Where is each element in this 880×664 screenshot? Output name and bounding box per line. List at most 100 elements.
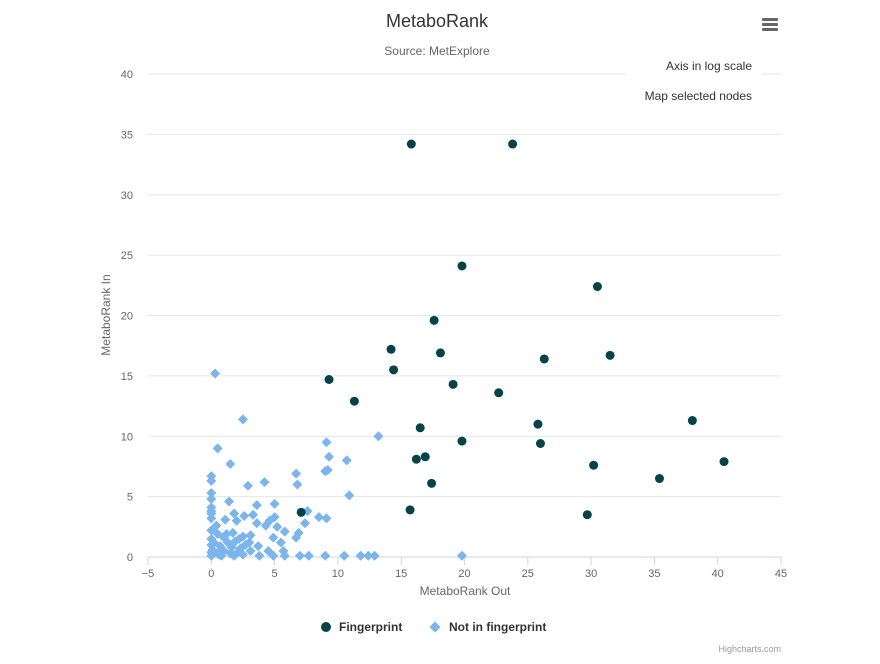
fingerprint-point[interactable] xyxy=(349,396,359,406)
not-in-fingerprint-point[interactable] xyxy=(251,518,262,529)
not-in-fingerprint-point[interactable] xyxy=(373,431,384,442)
menu-item-map-selected-nodes[interactable]: Map selected nodes xyxy=(644,89,752,103)
not-in-fingerprint-point[interactable] xyxy=(294,550,305,561)
not-in-fingerprint-point[interactable] xyxy=(268,550,279,561)
not-in-fingerprint-point[interactable] xyxy=(206,475,217,486)
fingerprint-point[interactable] xyxy=(427,478,437,488)
not-in-fingerprint-point[interactable] xyxy=(355,550,366,561)
credits-link[interactable]: Highcharts.com xyxy=(718,644,781,654)
menu-item-axis-log-scale[interactable]: Axis in log scale xyxy=(665,59,752,73)
not-in-fingerprint-point[interactable] xyxy=(363,550,374,561)
fingerprint-point[interactable] xyxy=(592,282,602,292)
not-in-fingerprint-point[interactable] xyxy=(369,550,380,561)
not-in-fingerprint-point[interactable] xyxy=(206,488,217,499)
fingerprint-point[interactable] xyxy=(687,416,697,426)
not-in-fingerprint-point[interactable] xyxy=(251,500,262,511)
not-in-fingerprint-point[interactable] xyxy=(237,414,248,425)
not-in-fingerprint-point[interactable] xyxy=(272,521,283,532)
not-in-fingerprint-point[interactable] xyxy=(339,550,350,561)
not-in-fingerprint-point[interactable] xyxy=(227,527,238,538)
not-in-fingerprint-point[interactable] xyxy=(303,550,314,561)
not-in-fingerprint-point[interactable] xyxy=(344,490,355,501)
fingerprint-point[interactable] xyxy=(719,457,729,467)
menu-bar-middle xyxy=(762,23,778,26)
legend-marker[interactable] xyxy=(321,622,331,632)
not-in-fingerprint-point[interactable] xyxy=(211,520,222,531)
fingerprint-point[interactable] xyxy=(389,365,399,375)
y-tick-label: 5 xyxy=(127,492,133,504)
not-in-fingerprint-point[interactable] xyxy=(321,513,332,524)
not-in-fingerprint-point[interactable] xyxy=(212,443,223,454)
not-in-fingerprint-point[interactable] xyxy=(232,547,243,558)
fingerprint-point[interactable] xyxy=(415,423,425,433)
not-in-fingerprint-point[interactable] xyxy=(456,550,467,561)
not-in-fingerprint-point[interactable] xyxy=(321,437,332,448)
not-in-fingerprint-point[interactable] xyxy=(341,455,352,466)
fingerprint-point[interactable] xyxy=(508,139,518,149)
not-in-fingerprint-point[interactable] xyxy=(275,537,286,548)
not-in-fingerprint-point[interactable] xyxy=(220,514,231,525)
fingerprint-point[interactable] xyxy=(405,505,415,515)
fingerprint-point[interactable] xyxy=(386,344,396,354)
legend: Fingerprint Not in fingerprint xyxy=(321,620,546,634)
legend-item-not-in-fingerprint[interactable]: Not in fingerprint xyxy=(429,620,547,634)
not-in-fingerprint-point[interactable] xyxy=(268,532,279,543)
fingerprint-point[interactable] xyxy=(429,315,439,325)
not-in-fingerprint-point[interactable] xyxy=(225,459,236,470)
not-in-fingerprint-point[interactable] xyxy=(224,496,235,507)
fingerprint-point[interactable] xyxy=(324,374,334,384)
hamburger-menu-icon[interactable] xyxy=(756,12,784,38)
legend-item-fingerprint[interactable]: Fingerprint xyxy=(321,620,402,634)
not-in-fingerprint-point[interactable] xyxy=(320,550,331,561)
not-in-fingerprint-point[interactable] xyxy=(253,541,264,552)
not-in-fingerprint-point[interactable] xyxy=(243,480,254,491)
x-tick-label: 20 xyxy=(458,568,470,580)
fingerprint-point[interactable] xyxy=(457,436,467,446)
not-in-fingerprint-point[interactable] xyxy=(269,498,280,509)
not-in-fingerprint-point[interactable] xyxy=(231,515,242,526)
not-in-fingerprint-point[interactable] xyxy=(292,479,303,490)
not-in-fingerprint-point[interactable] xyxy=(320,466,331,477)
x-tick-label: 35 xyxy=(648,568,660,580)
not-in-fingerprint-point[interactable] xyxy=(239,510,250,521)
fingerprint-point[interactable] xyxy=(448,379,458,389)
not-in-fingerprint-point[interactable] xyxy=(248,509,259,520)
not-in-fingerprint-point[interactable] xyxy=(245,545,256,556)
not-in-fingerprint-point[interactable] xyxy=(221,529,232,540)
not-in-fingerprint-point[interactable] xyxy=(206,494,217,505)
chart-title: MetaboRank xyxy=(386,11,489,31)
not-in-fingerprint-point[interactable] xyxy=(230,536,241,547)
not-in-fingerprint-point[interactable] xyxy=(260,520,271,531)
not-in-fingerprint-point[interactable] xyxy=(324,451,335,462)
not-in-fingerprint-point[interactable] xyxy=(245,530,256,541)
fingerprint-point[interactable] xyxy=(420,452,430,462)
fingerprint-point[interactable] xyxy=(494,388,504,398)
legend-marker[interactable] xyxy=(429,621,441,633)
fingerprint-point[interactable] xyxy=(533,419,543,429)
not-in-fingerprint-point[interactable] xyxy=(206,513,217,524)
fingerprint-point[interactable] xyxy=(296,507,306,517)
not-in-fingerprint-point[interactable] xyxy=(213,549,224,560)
fingerprint-point[interactable] xyxy=(654,474,664,484)
y-tick-label: 35 xyxy=(121,129,133,141)
not-in-fingerprint-point[interactable] xyxy=(291,532,302,543)
fingerprint-point[interactable] xyxy=(582,510,592,520)
fingerprint-point[interactable] xyxy=(589,460,599,470)
fingerprint-point[interactable] xyxy=(406,139,416,149)
not-in-fingerprint-point[interactable] xyxy=(210,368,221,379)
not-in-fingerprint-point[interactable] xyxy=(206,550,217,561)
fingerprint-point[interactable] xyxy=(435,348,445,358)
fingerprint-point[interactable] xyxy=(535,438,545,448)
not-in-fingerprint-point[interactable] xyxy=(279,526,290,537)
not-in-fingerprint-point[interactable] xyxy=(254,550,265,561)
fingerprint-point[interactable] xyxy=(605,350,615,360)
fingerprint-point[interactable] xyxy=(539,354,549,364)
not-in-fingerprint-point[interactable] xyxy=(291,468,302,479)
not-in-fingerprint-point[interactable] xyxy=(279,550,290,561)
not-in-fingerprint-point[interactable] xyxy=(313,512,324,523)
not-in-fingerprint-point[interactable] xyxy=(259,477,270,488)
fingerprint-point[interactable] xyxy=(411,454,421,464)
fingerprint-point[interactable] xyxy=(457,261,467,271)
not-in-fingerprint-point[interactable] xyxy=(299,518,310,529)
